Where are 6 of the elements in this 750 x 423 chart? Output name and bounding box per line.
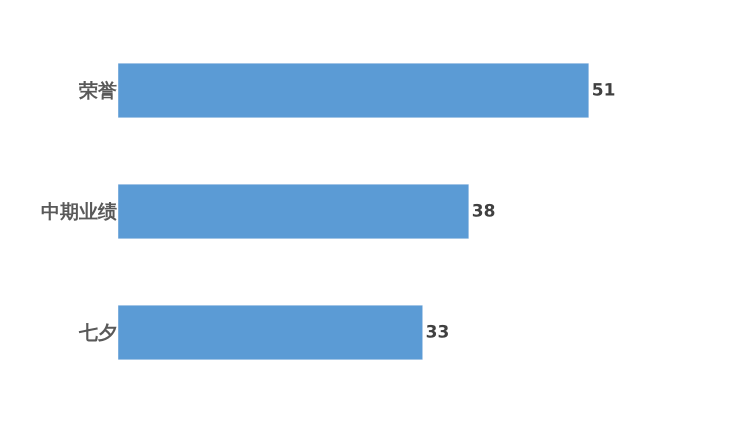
data-label: 33 [426,322,450,342]
y-tick-label: 中期业绩 [41,201,117,224]
data-label: 51 [592,80,616,101]
y-tick-label: 七夕 [78,322,117,344]
y-tick-label: 荣誉 [78,80,117,102]
data-label: 38 [472,202,496,222]
